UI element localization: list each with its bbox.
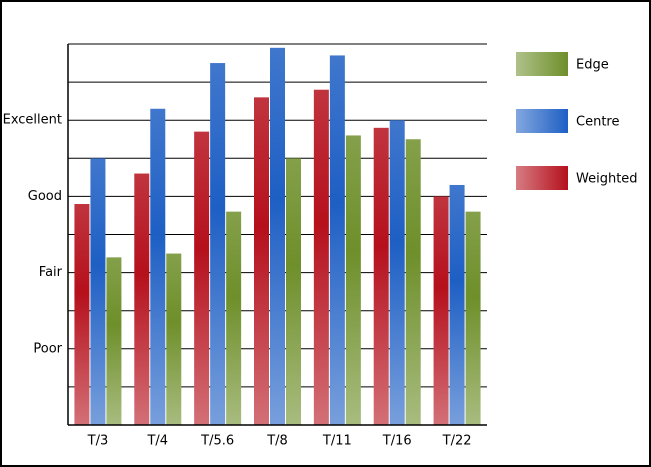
bar	[373, 127, 389, 425]
x-tick-label: T/22	[442, 434, 472, 449]
bar	[226, 211, 242, 425]
bar	[150, 108, 166, 426]
legend-swatch	[516, 166, 568, 190]
x-tick-label: T/5.6	[200, 434, 234, 449]
bar	[313, 89, 329, 425]
bar	[329, 55, 345, 426]
bar	[270, 47, 285, 426]
bar	[286, 158, 301, 426]
x-tick-label: T/3	[87, 434, 109, 449]
bar	[166, 253, 182, 425]
legend-label: Edge	[576, 58, 609, 73]
y-tick-label: Fair	[39, 265, 63, 280]
bar	[106, 257, 122, 425]
y-tick-label: Good	[28, 189, 62, 204]
legend-label: Weighted	[576, 172, 638, 187]
bar	[433, 196, 449, 425]
x-tick-label: T/8	[266, 434, 288, 449]
legend-swatch	[516, 52, 568, 76]
bar	[254, 97, 269, 425]
bar	[134, 173, 150, 425]
bar	[90, 158, 106, 426]
x-tick-label: T/11	[322, 434, 352, 449]
bar	[405, 139, 421, 425]
bar	[449, 184, 465, 425]
legend-swatch	[516, 109, 568, 133]
x-tick-label: T/16	[382, 434, 412, 449]
bar	[465, 211, 481, 425]
legend-label: Centre	[576, 115, 619, 130]
x-tick-label: T/4	[146, 434, 168, 449]
y-tick-label: Poor	[33, 341, 62, 356]
bar	[74, 204, 90, 425]
bar	[210, 63, 226, 426]
bar	[345, 135, 361, 425]
bar	[194, 131, 210, 425]
y-tick-label: Excellent	[3, 113, 62, 128]
bar	[389, 120, 405, 425]
